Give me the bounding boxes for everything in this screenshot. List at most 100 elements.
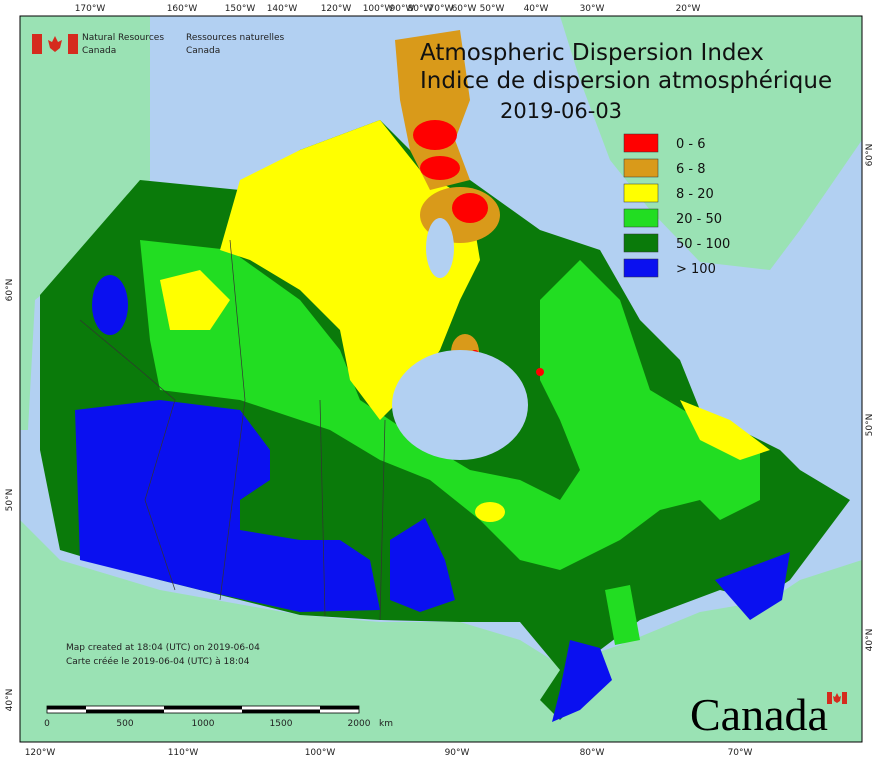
agency-logo: Natural Resources Canada Ressources natu… xyxy=(32,33,285,56)
agency-fr: Ressources naturelles xyxy=(186,33,285,43)
scale-label: 1000 xyxy=(192,719,215,729)
scale-bar: 0 500 1000 1500 2000 km xyxy=(44,705,393,729)
maple-leaf xyxy=(48,36,62,52)
hudson-bay xyxy=(392,350,528,460)
boundary xyxy=(379,419,386,621)
longitude-label: 160°W xyxy=(167,4,198,14)
longitude-label: 100°W xyxy=(363,4,394,14)
longitude-label: 90°W xyxy=(445,748,470,758)
zone-20-50 xyxy=(605,585,640,645)
latitude-label: 60°N xyxy=(5,279,15,302)
legend-label: 20 - 50 xyxy=(676,212,722,227)
scale-segment xyxy=(164,706,203,710)
legend-swatch xyxy=(623,158,659,178)
legend-label: 50 - 100 xyxy=(676,237,730,252)
zone-over-100 xyxy=(75,400,380,612)
zone-8-20 xyxy=(680,400,770,460)
foxe-basin xyxy=(426,218,454,278)
scale-segment xyxy=(203,706,242,710)
zone-over-100 xyxy=(552,640,612,722)
longitude-label: 40°W xyxy=(524,4,549,14)
boundary xyxy=(79,319,176,591)
graticule-labels: 170°W 160°W 150°W 140°W 120°W 100°W90°W80°W70… xyxy=(5,4,875,758)
legend-swatch xyxy=(623,258,659,278)
zone-20-50 xyxy=(140,240,760,570)
greenland xyxy=(560,16,862,270)
legend-swatch xyxy=(623,133,659,153)
flag-bar xyxy=(842,692,847,704)
longitude-label: 20°W xyxy=(676,4,701,14)
scale-label: 1500 xyxy=(270,719,293,729)
legend: 0 - 6 6 - 8 8 - 20 20 - 50 50 - 100 > 100 xyxy=(623,133,730,278)
scale-segment xyxy=(47,706,86,710)
legend-swatch xyxy=(623,233,659,253)
legend-swatch xyxy=(623,208,659,228)
zone-6-8 xyxy=(395,30,470,190)
scale-segment xyxy=(125,709,164,713)
agency-en: Canada xyxy=(82,46,116,56)
credit: Carte créée le 2019-06-04 (UTC) à 18:04 xyxy=(66,656,250,667)
alaska xyxy=(20,16,150,430)
longitude-label: 50°W xyxy=(480,4,505,14)
longitude-label: 120°W xyxy=(25,748,56,758)
zone-0-6 xyxy=(536,368,544,376)
zone-8-20 xyxy=(475,502,505,522)
longitude-label: 170°W xyxy=(75,4,106,14)
legend-label: 0 - 6 xyxy=(676,137,706,152)
scale-segment xyxy=(86,709,125,713)
scale-segment xyxy=(320,706,359,710)
legend-label: > 100 xyxy=(676,262,716,277)
zone-8-20 xyxy=(220,120,480,420)
scale-unit: km xyxy=(379,719,393,729)
credit: Map created at 18:04 (UTC) on 2019-06-04 xyxy=(66,643,260,653)
longitude-label: 100°W xyxy=(305,748,336,758)
zone-0-6 xyxy=(420,156,460,180)
zone-over-100 xyxy=(715,552,790,620)
longitude-label: 90°W xyxy=(390,4,415,14)
zone-8-20 xyxy=(160,270,230,330)
agency-en: Natural Resources xyxy=(82,33,164,43)
scale-label: 2000 xyxy=(348,719,371,729)
flag-bar xyxy=(827,692,832,704)
latitude-label: 50°N xyxy=(5,489,15,512)
longitude-label: 110°W xyxy=(168,748,199,758)
title: Indice de dispersion atmosphérique xyxy=(420,68,832,94)
longitude-label: 150°W xyxy=(225,4,256,14)
map-frame xyxy=(19,15,863,743)
longitude-label: 30°W xyxy=(580,4,605,14)
latitude-label: 40°N xyxy=(865,629,875,652)
scale-label: 0 xyxy=(44,719,50,729)
zone-0-6 xyxy=(452,193,488,223)
map-area xyxy=(19,15,863,743)
latitude-label: 60°N xyxy=(865,144,875,167)
boundary xyxy=(219,239,246,601)
scale-segment xyxy=(242,709,281,713)
boundary xyxy=(319,399,326,617)
flag-bar xyxy=(68,34,78,54)
flag-bar xyxy=(32,34,42,54)
legend-swatch xyxy=(623,183,659,203)
zone-over-100 xyxy=(92,275,128,335)
united-states xyxy=(20,520,862,742)
title: Atmospheric Dispersion Index xyxy=(420,40,764,66)
scale-label: 500 xyxy=(116,719,133,729)
longitude-label: 80°W xyxy=(580,748,605,758)
latitude-label: 40°N xyxy=(5,689,15,712)
longitude-label: 80°W xyxy=(408,4,433,14)
latitude-label: 50°N xyxy=(865,414,875,437)
wordmark: Canada xyxy=(690,689,828,740)
zone-0-6 xyxy=(413,120,457,150)
scale-segment xyxy=(281,709,320,713)
longitude-label: 140°W xyxy=(267,4,298,14)
longitude-label: 70°W xyxy=(429,4,454,14)
maple-leaf xyxy=(833,693,841,703)
date: 2019-06-03 xyxy=(500,99,622,123)
legend-label: 8 - 20 xyxy=(676,187,714,202)
zone-over-100 xyxy=(390,518,455,612)
legend-label: 6 - 8 xyxy=(676,162,706,177)
wordmark-flag xyxy=(827,692,847,704)
longitude-label: 70°W xyxy=(728,748,753,758)
longitude-label: 60°W xyxy=(452,4,477,14)
longitude-label: 120°W xyxy=(321,4,352,14)
